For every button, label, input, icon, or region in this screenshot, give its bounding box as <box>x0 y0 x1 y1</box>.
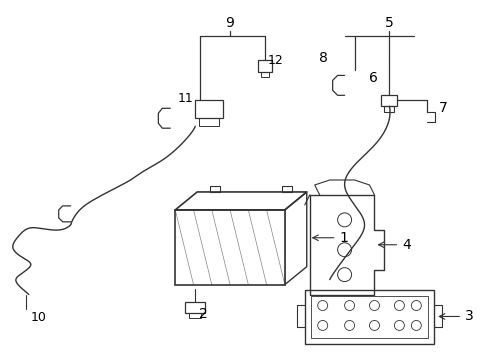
Bar <box>195 100 223 118</box>
Text: 6: 6 <box>368 71 377 85</box>
Bar <box>185 302 205 314</box>
Text: 2: 2 <box>199 307 207 321</box>
Text: 8: 8 <box>318 51 327 66</box>
Bar <box>304 289 433 345</box>
Text: 10: 10 <box>31 311 47 324</box>
Bar <box>189 314 201 319</box>
Text: 1: 1 <box>339 231 348 245</box>
Text: 3: 3 <box>464 310 473 324</box>
Text: 9: 9 <box>225 15 234 30</box>
Bar <box>261 72 268 77</box>
Bar <box>281 186 291 192</box>
Bar <box>381 95 397 106</box>
Bar <box>210 186 220 192</box>
Text: 7: 7 <box>438 101 447 115</box>
Bar <box>199 118 219 126</box>
Bar <box>258 60 271 72</box>
Bar <box>384 106 394 112</box>
Text: 4: 4 <box>402 238 410 252</box>
Text: 12: 12 <box>267 54 283 67</box>
Bar <box>175 210 285 285</box>
Text: 5: 5 <box>384 15 393 30</box>
Bar <box>310 296 427 338</box>
Text: 11: 11 <box>177 92 193 105</box>
